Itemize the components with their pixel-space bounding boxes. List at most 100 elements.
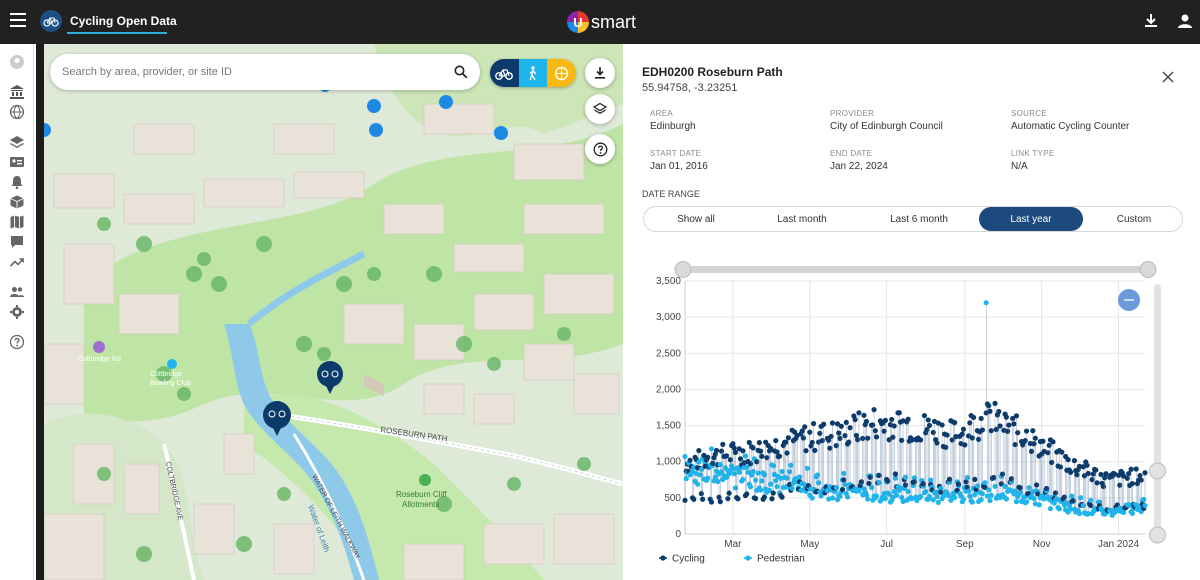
cycling-point [833,443,839,449]
cycling-point [1142,470,1148,476]
search-input[interactable] [62,66,454,78]
layers-icon [593,102,607,115]
x-tick-label: Mar [724,539,742,550]
box-icon[interactable] [9,194,25,210]
cycling-point [750,445,756,451]
cycling-point [876,472,882,479]
trending-up-icon[interactable] [9,254,25,270]
pedestrian-point [967,493,973,499]
cycling-point [773,437,779,444]
globe-icon[interactable] [9,104,25,120]
map-help-button[interactable] [585,134,615,164]
search-box[interactable] [50,54,480,90]
cycling-point [696,448,702,454]
layers-icon[interactable] [9,134,25,150]
cycling-point [967,420,973,426]
pedestrian-point [682,454,688,460]
cycling-point [1011,421,1017,427]
cycling-point [846,439,852,445]
pedestrian-point [832,489,838,495]
account-icon[interactable] [1176,12,1194,30]
cycling-point [770,490,776,496]
pedestrian-point [928,477,934,483]
pedestrian-point [1047,506,1054,512]
cycling-mode-button[interactable] [490,59,519,87]
range-last-6-month[interactable]: Last 6 month [890,213,948,225]
menu-icon[interactable] [10,13,26,29]
cycling-point [1117,482,1123,488]
close-icon[interactable] [1162,71,1174,83]
chat-icon[interactable] [9,234,25,250]
cycling-point [960,426,967,432]
app-brand[interactable]: Cycling Open Data [40,10,177,32]
cycling-point [962,442,968,448]
map-icon[interactable] [9,214,25,230]
cycling-point [899,437,905,443]
meta-label-end-date: END DATE [830,149,873,158]
cycling-point [1128,466,1134,472]
pedestrian-point [742,453,749,459]
pedestrian-point [890,494,896,500]
range-last-year[interactable]: Last year [979,207,1083,231]
users-icon[interactable] [9,284,25,300]
cycling-point [953,434,959,440]
cycling-point [939,422,945,428]
cycling-point [987,408,993,414]
cycling-point [986,403,992,409]
download-icon[interactable] [1142,12,1160,30]
search-icon[interactable] [454,65,468,79]
pedestrian-point [988,492,994,498]
pedestrian-point [983,300,989,306]
cycling-point [1085,470,1091,477]
date-range-selector[interactable]: Show all Last month Last 6 month Last ye… [643,206,1183,232]
cycling-point [1071,458,1078,464]
pedestrian-point [1068,506,1074,512]
range-custom[interactable]: Custom [1116,213,1152,225]
cycling-point [1032,435,1038,441]
cycling-point [731,445,737,451]
user-circle-icon[interactable] [9,54,25,70]
counter-marker-icon[interactable] [317,361,343,394]
map-layers-button[interactable] [585,94,615,124]
cycling-point [1031,441,1037,447]
meta-value-end-date: Jan 22, 2024 [830,161,888,172]
map-canvas[interactable]: ROSEBURN PATH WATER OF LEITH WALKWAY Wat… [44,44,623,580]
river [224,324,379,580]
gear-icon[interactable] [9,304,25,320]
pedestrian-point [708,446,715,452]
other-mode-button[interactable] [547,59,576,87]
counter-marker-selected-icon[interactable] [263,401,291,436]
pedestrian-point [1031,495,1037,502]
range-last-month[interactable]: Last month [777,213,827,225]
help-icon[interactable] [9,334,25,350]
pedestrian-point [1141,496,1147,503]
cycling-point [710,460,716,466]
map-view[interactable]: ROSEBURN PATH WATER OF LEITH WALKWAY Wat… [44,44,623,580]
map-download-button[interactable] [585,58,615,88]
cycling-point [1052,490,1059,496]
cycling-point [925,417,931,423]
cycling-point [799,428,805,434]
pedestrian-point [930,497,936,503]
counts-chart[interactable]: 0 500 1,000 1,500 2,000 2,500 3,000 3,500 Mar May… [623,254,1200,580]
cycling-point [708,499,715,505]
cycling-point [978,415,984,422]
cycling-point [783,439,789,445]
cycling-point [826,437,832,443]
pedestrian-point [856,488,862,494]
institution-icon[interactable] [9,84,25,100]
bell-icon[interactable] [9,174,25,190]
pedestrian-point [695,481,701,487]
pedestrian-point [978,497,984,503]
mode-toggle[interactable] [490,59,576,87]
cycling-point [976,436,982,443]
zoom-slider-handle-right [1139,261,1157,278]
counter-markers-distant[interactable] [44,80,508,140]
range-show-all[interactable]: Show all [677,213,715,225]
cycling-point [872,428,878,434]
walking-mode-button[interactable] [518,59,548,87]
pedestrian-point [926,493,933,500]
id-card-icon[interactable] [9,154,25,170]
cycling-point [918,437,924,443]
cycling-point [991,474,997,481]
